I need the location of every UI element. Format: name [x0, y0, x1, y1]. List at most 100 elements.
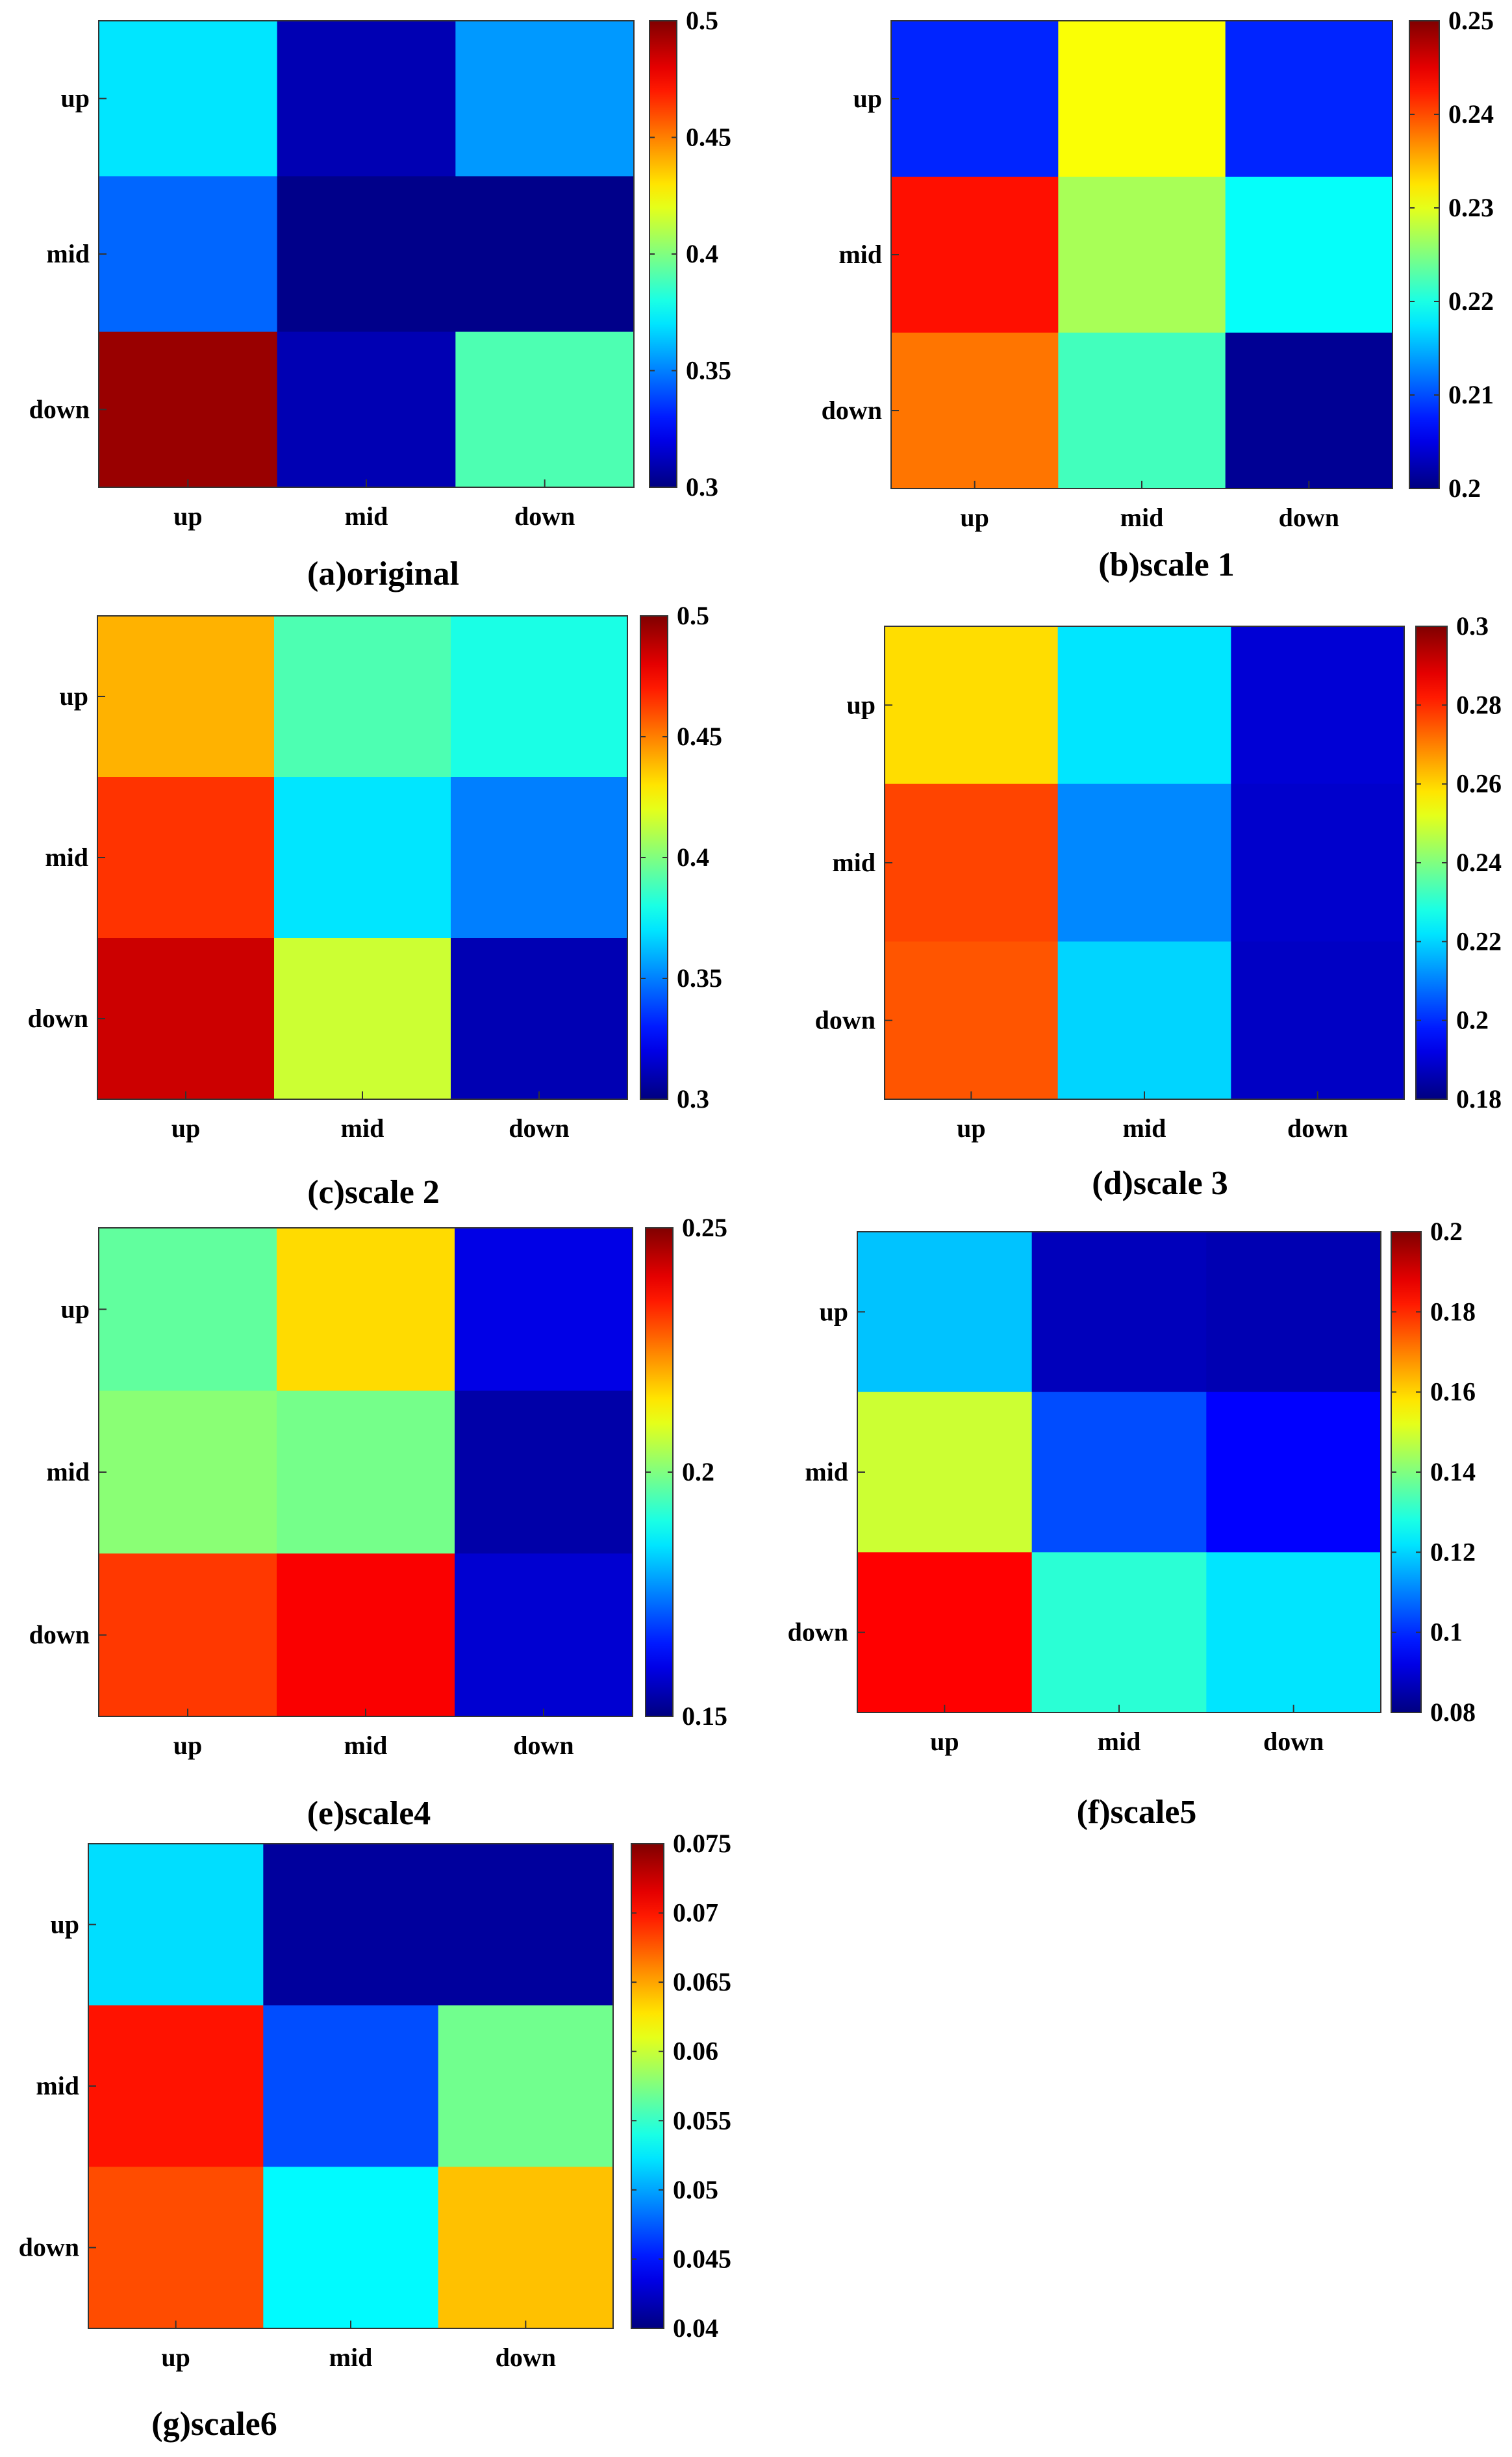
- heatmap-cell: [438, 1844, 614, 2006]
- y-tick-label: mid: [46, 1457, 90, 1486]
- heatmap-cell: [277, 1553, 455, 1717]
- heatmap-cell: [1206, 1552, 1381, 1713]
- heatmap-cell: [1225, 177, 1393, 333]
- heatmap-cell: [274, 777, 451, 939]
- colorbar-tick-label: 0.045: [673, 2244, 731, 2273]
- heatmap-cell: [885, 941, 1059, 1100]
- heatmap-cell: [88, 2005, 264, 2167]
- heatmap-cell: [97, 938, 275, 1100]
- heatmap-cell: [857, 1552, 1033, 1713]
- heatmap-cell: [451, 938, 628, 1100]
- y-tick-label: down: [29, 394, 90, 424]
- colorbar-tick-label: 0.065: [673, 1967, 731, 1996]
- heatmap-cell: [455, 1553, 633, 1717]
- heatmap-cell: [99, 21, 278, 177]
- colorbar-tick-label: 0.4: [677, 843, 709, 872]
- colorbar-tick-label: 0.15: [682, 1701, 727, 1731]
- heatmap-cell: [274, 938, 451, 1100]
- panel-a: up mid down up mid down 0.3 0.35 0.4 0.45 0.5 (a)or…: [29, 6, 731, 592]
- heatmap-cell: [1057, 783, 1231, 942]
- colorbar-tick-label: 0.2: [1430, 1217, 1463, 1246]
- panel-e: up mid down up mid down 0.15 0.2 0.25 (e)scale4: [29, 1213, 727, 1832]
- x-tick-label: up: [960, 503, 989, 532]
- heatmap-cell: [1206, 1392, 1381, 1553]
- x-tick-label: up: [161, 2343, 190, 2372]
- x-tick-label: down: [509, 1114, 569, 1143]
- heatmap-cell: [455, 331, 635, 488]
- colorbar-tick-label: 0.12: [1430, 1537, 1476, 1566]
- heatmap-cell: [885, 783, 1059, 942]
- x-tick-label: up: [957, 1114, 986, 1143]
- y-tick-label: mid: [832, 848, 876, 877]
- heatmap-cell: [277, 176, 456, 333]
- heatmap-cell: [455, 176, 635, 333]
- colorbar-tick-label: 0.07: [673, 1898, 718, 1928]
- colorbar-tick-label: 0.22: [1448, 286, 1494, 316]
- x-tick-label: mid: [1098, 1727, 1141, 1756]
- colorbar-tick-label: 0.06: [673, 2037, 718, 2066]
- heatmap-cell: [274, 616, 451, 778]
- y-tick-label: down: [28, 1004, 88, 1033]
- colorbar-tick-label: 0.16: [1430, 1377, 1476, 1407]
- heatmap-cell: [1225, 21, 1393, 177]
- y-tick-label: down: [815, 1006, 876, 1035]
- colorbar-tick-label: 0.3: [677, 1084, 709, 1114]
- y-tick-label: mid: [36, 2071, 79, 2100]
- y-tick-label: up: [847, 690, 876, 719]
- heatmap-cell: [891, 333, 1059, 489]
- heatmap-cell: [99, 1390, 277, 1554]
- x-tick-label: up: [171, 1114, 201, 1143]
- colorbar-tick-label: 0.14: [1430, 1457, 1476, 1486]
- y-tick-label: mid: [805, 1457, 848, 1486]
- heatmap-cell: [1058, 177, 1226, 333]
- heatmap-cell: [1057, 941, 1231, 1100]
- heatmap-cell: [455, 1228, 633, 1392]
- panel-g: up mid down up mid down 0.04 0.045 0.05 0.055 0.06…: [19, 1829, 731, 2443]
- x-tick-label: mid: [344, 1731, 388, 1760]
- panel-f: up mid down up mid down 0.08 0.1 0.12 0.14 0.16 0.1…: [788, 1217, 1476, 1831]
- heatmap-cell: [1031, 1552, 1207, 1713]
- colorbar-tick-label: 0.24: [1456, 848, 1502, 877]
- colorbar-tick-label: 0.2: [1448, 474, 1481, 503]
- panel-b: up mid down up mid down 0.2 0.21 0.22 0.23 0.24 0.2…: [822, 6, 1494, 583]
- colorbar-tick-label: 0.22: [1456, 926, 1502, 956]
- heatmap-cell: [263, 1844, 439, 2006]
- heatmap-cell: [99, 176, 278, 333]
- x-tick-label: up: [173, 1731, 203, 1760]
- heatmap-cell: [455, 21, 635, 177]
- colorbar-tick-label: 0.18: [1456, 1084, 1502, 1114]
- panel-caption: (g)scale6: [151, 2406, 277, 2443]
- y-tick-label: up: [60, 681, 89, 711]
- colorbar-tick-label: 0.24: [1448, 99, 1494, 129]
- heatmap-cell: [1058, 21, 1226, 177]
- heatmap-cell: [857, 1232, 1033, 1393]
- heatmap-cell: [891, 21, 1059, 177]
- y-tick-label: mid: [46, 239, 90, 268]
- colorbar-tick-label: 0.25: [682, 1213, 727, 1242]
- heatmap-cell: [88, 1844, 264, 2006]
- colorbar-tick-label: 0.35: [686, 356, 731, 385]
- colorbar-tick-label: 0.45: [677, 722, 722, 751]
- colorbar-tick-label: 0.2: [682, 1457, 714, 1486]
- panel-d: up mid down up mid down 0.18 0.2 0.22 0.24 0.26 0.2…: [815, 611, 1502, 1202]
- colorbar-tick-label: 0.18: [1430, 1297, 1476, 1326]
- heatmap-cell: [263, 2167, 439, 2329]
- panel-caption: (c)scale 2: [307, 1174, 440, 1211]
- y-tick-label: mid: [838, 240, 882, 269]
- x-tick-label: mid: [1120, 503, 1164, 532]
- x-tick-label: down: [1263, 1727, 1324, 1756]
- colorbar-tick-label: 0.1: [1430, 1618, 1463, 1647]
- y-tick-label: up: [61, 1294, 90, 1323]
- colorbar-tick-label: 0.05: [673, 2175, 718, 2204]
- heatmap-cell: [451, 616, 628, 778]
- heatmap-cell: [1031, 1232, 1207, 1393]
- heatmap-cell: [1231, 783, 1405, 942]
- colorbar-tick-label: 0.23: [1448, 193, 1494, 222]
- colorbar-tick-label: 0.5: [677, 601, 709, 630]
- x-tick-label: mid: [1123, 1114, 1166, 1143]
- x-tick-label: down: [496, 2343, 556, 2372]
- heatmap-cell: [1225, 333, 1393, 489]
- x-tick-label: down: [514, 502, 575, 531]
- heatmap-cell: [1231, 626, 1405, 785]
- colorbar-tick-label: 0.26: [1456, 769, 1502, 798]
